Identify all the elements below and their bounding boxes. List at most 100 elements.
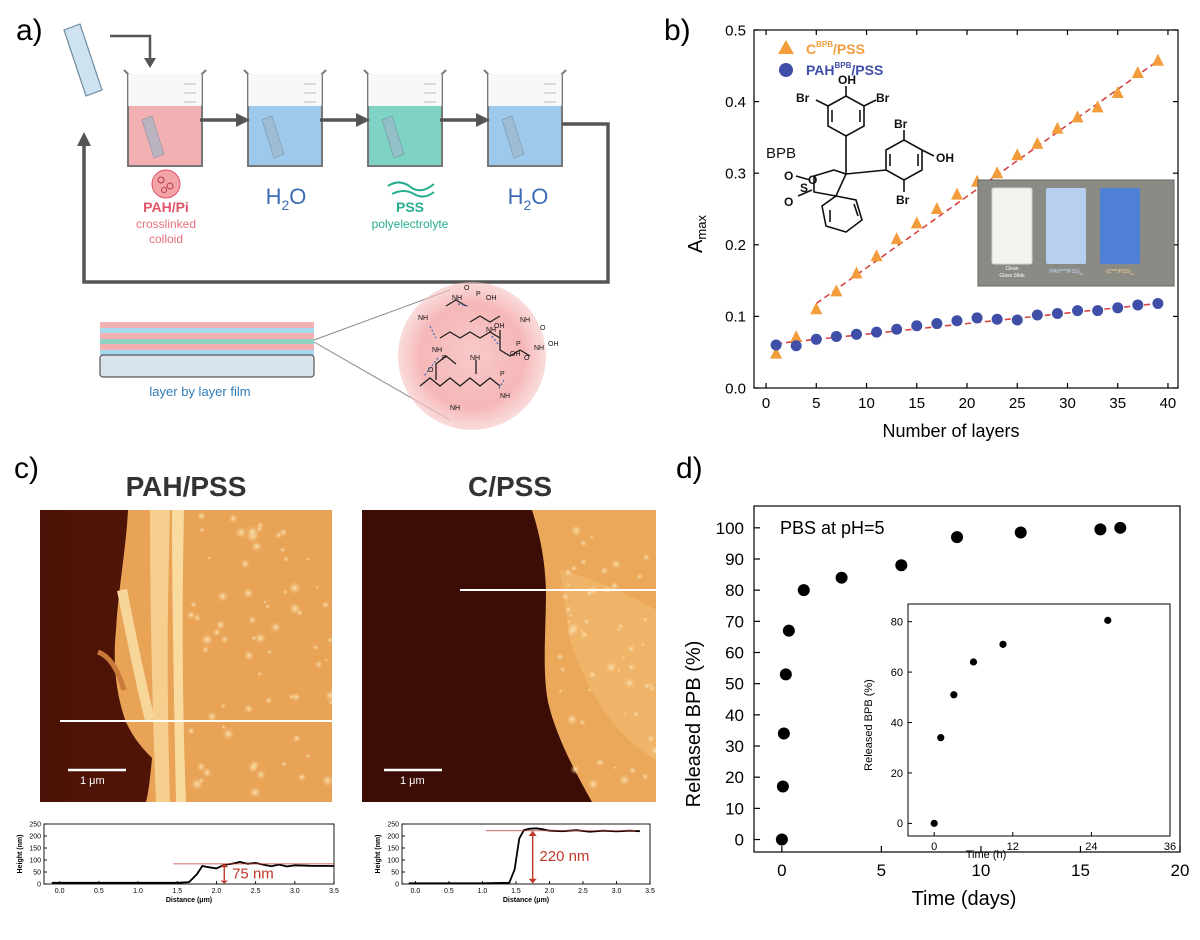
d-point-0 <box>775 833 788 846</box>
b-series-1-point-3 <box>830 284 843 297</box>
profile-2-ylabel: Height (nm) <box>375 835 382 874</box>
d-inset-xtick-label-3: 36 <box>1164 841 1176 853</box>
b-series-2-point-8 <box>931 318 943 330</box>
d-ytick-label-0: 0 <box>735 830 744 849</box>
beaker-icon-3 <box>363 69 447 167</box>
panel-label-c: c) <box>14 452 39 485</box>
legend-series-1: CBPB/PSS <box>806 40 865 57</box>
profile-2-xtick-label-0: 0.0 <box>411 888 421 895</box>
chem-label-3: NH <box>520 317 530 324</box>
profile-1-xtick-label-2: 1.0 <box>133 888 143 895</box>
slides-photo-inset: Clean Glass Slide (PAHBPB/PSS)20 (CBPB/P… <box>977 179 1175 287</box>
beaker-glass-4 <box>488 74 562 106</box>
b-series-1-point-8 <box>930 202 943 214</box>
d-ytick-label-8: 80 <box>725 581 744 600</box>
b-ytick-label-0: 0.0 <box>725 380 746 397</box>
d-xtick-label-4: 20 <box>1171 861 1190 880</box>
profile-1-xtick-label-4: 2.0 <box>212 888 222 895</box>
d-inset-point-5 <box>1104 616 1112 624</box>
afm-image-c-pss: 1 μm <box>362 510 656 802</box>
beaker-glass-3 <box>368 74 442 106</box>
b-xtick-label-6: 30 <box>1059 395 1076 412</box>
b-series-2-point-16 <box>1092 305 1104 317</box>
profile-2-ytick-label-1: 50 <box>391 869 399 876</box>
afm-image-pah-pss: 1 μm <box>40 510 332 802</box>
chem-label-5: NH <box>470 355 480 362</box>
panel-a-schematic: PAH/Pi crosslinked colloid H2O PSS polye… <box>63 23 610 430</box>
panel-label-a: a) <box>16 14 43 47</box>
d-point-3 <box>779 668 792 681</box>
beaker-liquid-3 <box>368 106 442 166</box>
svg-text:Clean: Clean <box>1005 266 1018 272</box>
d-inset-ytick-label-0: 0 <box>897 818 903 830</box>
b-series-2-point-12 <box>1011 314 1023 326</box>
b-frame <box>753 29 1179 389</box>
profile-1-xtick-label-6: 3.0 <box>290 888 300 895</box>
chem-label-8: NH <box>500 393 510 400</box>
profile-1-xtick-label-7: 3.5 <box>329 888 339 895</box>
d-ytick-label-10: 100 <box>716 519 744 538</box>
b-series-2-point-0 <box>770 339 782 351</box>
d-annotation: PBS at pH=5 <box>780 518 885 538</box>
profile-2-xtick-label-4: 2.0 <box>545 888 555 895</box>
height-profile-1: 0.0 0.5 1.0 1.5 2.0 2.5 3.0 3.5 0 50 100 150 200 250 H… <box>17 821 339 904</box>
legend-triangle-icon <box>778 40 794 54</box>
chem-label-4: NH <box>432 347 442 354</box>
molecular-zoom-circle <box>398 282 546 430</box>
beaker-1-sublabel-1: crosslinked <box>136 217 196 231</box>
d-inset-ytick-label-4: 80 <box>891 617 903 629</box>
profile-2-ytick-label-5: 250 <box>387 821 399 828</box>
profile-1-ylabel: Height (nm) <box>17 835 24 874</box>
profile-2-curve <box>408 827 640 885</box>
scalebar-label-1: 1 μm <box>80 775 105 787</box>
beaker-icon-4 <box>483 69 567 167</box>
film-label: layer by layer film <box>149 384 250 399</box>
chart-d: 0 5 10 15 20 0 10 20 30 40 50 60 70 80 90 100 PBS at pH… <box>683 505 1190 910</box>
d-point-6 <box>835 571 848 584</box>
beaker-4-label: H2O <box>508 184 549 213</box>
height-profile-2: 0.0 0.5 1.0 1.5 2.0 2.5 3.0 3.5 0 50 100 150 200 250 H… <box>375 821 655 904</box>
b-series-1-point-19 <box>1151 53 1164 66</box>
b-series-1-point-16 <box>1091 100 1104 113</box>
svg-text:OH: OH <box>936 151 954 165</box>
d-point-10 <box>1094 523 1107 536</box>
beaker-1-label: PAH/Pi <box>143 199 189 215</box>
beaker-3-label: PSS <box>396 199 424 215</box>
chem-label-7: NH <box>450 405 460 412</box>
d-inset-ylabel: Released BPB (%) <box>863 679 875 771</box>
b-series-2-point-1 <box>790 340 802 352</box>
d-xlabel: Time (days) <box>912 888 1017 910</box>
profile-2-frame <box>401 823 651 885</box>
d-inset-xlabel: Time (h) <box>966 849 1007 861</box>
beaker-3-sublabel: polyelectrolyte <box>372 217 449 231</box>
chem-label-19: P <box>516 341 521 348</box>
b-series-1-point-13 <box>1031 136 1044 149</box>
d-point-1 <box>776 780 789 793</box>
panel-label-b: b) <box>664 14 691 47</box>
profile-1-ytick-label-0: 0 <box>37 881 41 888</box>
profile-2-ytick-label-4: 200 <box>387 833 399 840</box>
b-series-1-point-12 <box>1011 148 1024 161</box>
immersed-slide-4 <box>501 115 525 159</box>
b-series-2-point-17 <box>1112 302 1124 314</box>
b-series-1-point-7 <box>910 216 923 229</box>
beaker-1-sublabel-2: colloid <box>149 232 183 246</box>
d-inset-point-1 <box>937 734 945 742</box>
b-series-2-point-5 <box>871 326 883 338</box>
input-arrow-icon <box>110 34 152 60</box>
beaker-glass-2 <box>248 74 322 106</box>
d-xtick-label-0: 0 <box>777 861 786 880</box>
profile-2-xtick-label-3: 1.5 <box>511 888 521 895</box>
profile-2-xtick-label-6: 3.0 <box>612 888 622 895</box>
chart-b: 0 5 10 15 20 25 30 35 40 0.0 0.1 0.2 0.3 0.4 0.5 Numbe… <box>685 22 1179 441</box>
svg-text:O: O <box>784 169 793 183</box>
profile-1-curve <box>51 860 335 884</box>
chem-label-12: OH <box>494 323 505 330</box>
d-inset-ytick-label-1: 20 <box>891 768 903 780</box>
b-series-1-point-18 <box>1131 65 1144 78</box>
b-xtick-label-0: 0 <box>762 395 770 412</box>
b-series-2-point-13 <box>1031 309 1043 321</box>
b-series-2-point-10 <box>971 312 983 324</box>
profile-1-ytick-label-1: 50 <box>33 869 41 876</box>
